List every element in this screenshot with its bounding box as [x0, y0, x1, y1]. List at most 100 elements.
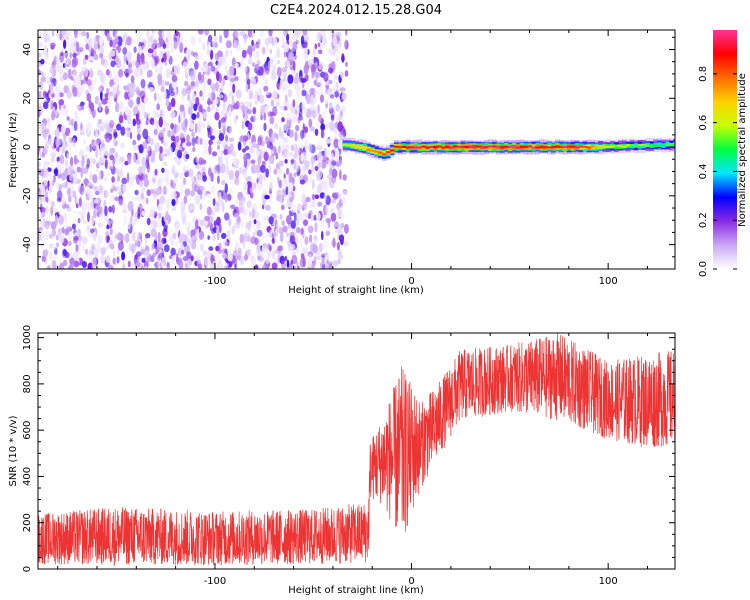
- noise-blob: [61, 30, 67, 36]
- noise-blob: [263, 85, 269, 93]
- noise-blob: [321, 35, 327, 46]
- noise-blob: [248, 211, 252, 217]
- noise-blob: [254, 63, 260, 72]
- noise-blob: [250, 236, 257, 244]
- noise-blob: [324, 99, 328, 105]
- noise-blob: [294, 161, 300, 173]
- noise-blob: [51, 201, 55, 208]
- noise-blob: [249, 186, 255, 194]
- noise-blob: [153, 221, 158, 229]
- noise-blob: [63, 212, 68, 223]
- noise-blob: [166, 49, 171, 60]
- noise-blob: [222, 77, 226, 87]
- noise-blob: [302, 256, 306, 268]
- noise-blob: [220, 121, 227, 128]
- noise-blob: [207, 100, 213, 105]
- noise-blob: [279, 105, 285, 111]
- y-tick-label: 600: [22, 421, 33, 440]
- noise-blob: [99, 46, 105, 56]
- noise-blob: [314, 165, 319, 172]
- noise-blob: [162, 175, 169, 184]
- noise-blob: [151, 149, 156, 157]
- noise-blob: [124, 126, 128, 137]
- noise-blob: [288, 151, 293, 157]
- noise-blob: [293, 212, 297, 222]
- noise-blob: [48, 137, 54, 147]
- noise-blob: [207, 34, 213, 43]
- noise-blob: [222, 57, 227, 64]
- noise-blob: [84, 67, 89, 78]
- noise-blob: [288, 129, 294, 138]
- noise-blob: [209, 49, 214, 60]
- noise-blob: [225, 157, 229, 167]
- noise-blob: [164, 244, 170, 253]
- noise-blob: [335, 115, 340, 120]
- noise-blob: [248, 146, 254, 154]
- noise-blob: [140, 186, 146, 193]
- noise-blob: [338, 193, 342, 200]
- noise-blob: [341, 53, 345, 63]
- noise-blob: [144, 265, 148, 269]
- noise-blob: [309, 87, 315, 96]
- noise-blob: [109, 154, 115, 161]
- noise-blob: [333, 74, 336, 83]
- noise-blob: [184, 188, 191, 196]
- noise-blob: [69, 257, 75, 268]
- noise-blob: [248, 90, 254, 100]
- noise-blob: [163, 211, 167, 223]
- noise-blob: [174, 173, 179, 178]
- noise-blob: [233, 151, 238, 158]
- noise-blob: [196, 179, 199, 187]
- noise-blob: [72, 209, 77, 214]
- noise-blob: [221, 232, 227, 239]
- noise-blob: [80, 79, 84, 86]
- noise-blob: [114, 196, 120, 202]
- noise-blob: [79, 159, 85, 168]
- noise-blob: [131, 59, 137, 67]
- noise-blob: [292, 60, 296, 71]
- noise-blob: [311, 193, 315, 200]
- noise-blob: [118, 199, 124, 207]
- noise-blob: [261, 246, 265, 254]
- noise-blob: [311, 163, 315, 173]
- noise-blob: [54, 214, 59, 226]
- signal-cell: [527, 145, 532, 148]
- noise-blob: [114, 38, 119, 43]
- signal-cell: [366, 148, 371, 151]
- noise-blob: [112, 204, 115, 214]
- noise-blob: [268, 34, 274, 44]
- noise-blob: [190, 122, 194, 131]
- noise-blob: [51, 30, 55, 37]
- noise-blob: [307, 77, 310, 87]
- noise-blob: [117, 249, 120, 255]
- noise-blob: [54, 126, 60, 131]
- noise-blob: [61, 182, 68, 189]
- noise-blob: [39, 71, 44, 76]
- noise-blob: [215, 164, 219, 172]
- noise-blob: [54, 208, 58, 214]
- noise-blob: [100, 57, 106, 65]
- noise-blob: [71, 223, 76, 230]
- noise-blob: [266, 142, 270, 149]
- noise-blob: [229, 127, 233, 133]
- noise-blob: [259, 30, 265, 38]
- noise-blob: [70, 36, 77, 45]
- noise-blob: [59, 234, 65, 244]
- noise-blob: [281, 260, 286, 269]
- noise-blob: [316, 89, 323, 96]
- noise-blob: [198, 52, 205, 61]
- noise-blob: [224, 196, 228, 203]
- signal-cell: [543, 146, 548, 149]
- y-tick-label: 1000: [22, 325, 33, 350]
- noise-blob: [243, 172, 247, 178]
- noise-blob: [62, 104, 66, 110]
- noise-blob: [158, 243, 164, 248]
- noise-blob: [129, 131, 133, 140]
- noise-blob: [89, 67, 93, 79]
- signal-cell: [641, 143, 647, 149]
- noise-blob: [152, 177, 156, 183]
- noise-blob: [126, 83, 131, 93]
- noise-blob: [159, 195, 166, 205]
- noise-blob: [246, 200, 252, 209]
- noise-blob: [342, 130, 346, 138]
